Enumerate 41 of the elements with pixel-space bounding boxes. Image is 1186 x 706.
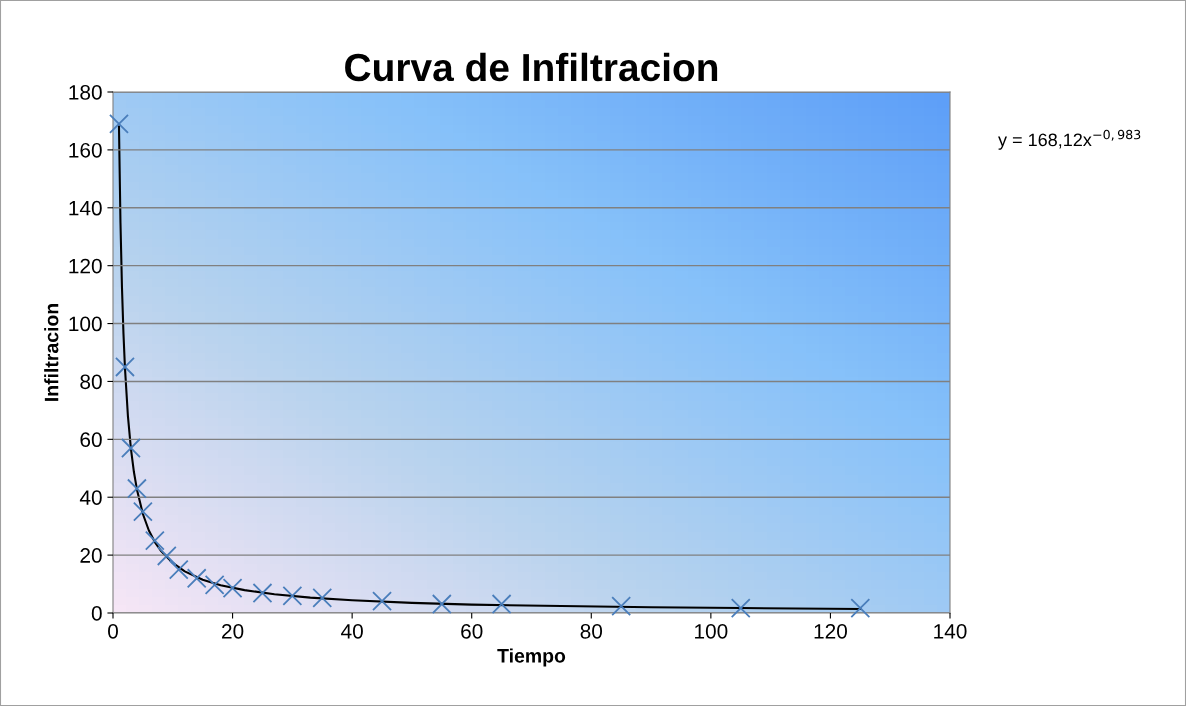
point [168, 559, 189, 580]
point [431, 594, 452, 614]
y-tick-label: 60 [80, 432, 102, 448]
point [491, 594, 512, 614]
y-tick-label: 140 [69, 200, 102, 216]
x-tick-label: 20 [222, 623, 244, 639]
x-tick-label: 0 [108, 623, 118, 639]
point [186, 568, 207, 589]
point [312, 588, 333, 608]
x-tick-label: 140 [934, 623, 967, 639]
y-tick-label: 180 [69, 85, 102, 100]
x-tick-label: 120 [814, 623, 847, 639]
y-tick-label: 120 [69, 258, 102, 274]
x-tick-label: 40 [341, 623, 363, 639]
line-series [117, 125, 862, 610]
point [126, 478, 147, 499]
point [109, 113, 129, 134]
point [121, 438, 141, 458]
y-tick-label: 160 [69, 142, 102, 158]
point [611, 596, 632, 616]
y-tick-label: 100 [69, 316, 102, 332]
x-tick-label: 60 [461, 623, 483, 639]
point [730, 598, 751, 619]
y-tick-label: 0 [91, 606, 102, 621]
y-tick-label: 80 [80, 374, 102, 390]
point [132, 501, 153, 522]
point [144, 530, 165, 551]
point [156, 546, 177, 566]
point [115, 357, 135, 377]
point [252, 583, 273, 603]
point [850, 598, 871, 619]
chart-title: Curva de Infiltracion [345, 52, 718, 82]
y-tick-label: 40 [79, 490, 102, 505]
x-tick-label: 100 [695, 623, 728, 639]
y-tick-label: 20 [80, 548, 102, 563]
x-tick-label: 80 [580, 623, 603, 639]
point [372, 591, 392, 612]
x-axis-title: Tiempo [497, 648, 566, 667]
point [282, 585, 303, 606]
y-axis-title: Infiltracion [44, 304, 59, 401]
text: y = 168,12x$^{−0,983}$ [998, 129, 1141, 150]
